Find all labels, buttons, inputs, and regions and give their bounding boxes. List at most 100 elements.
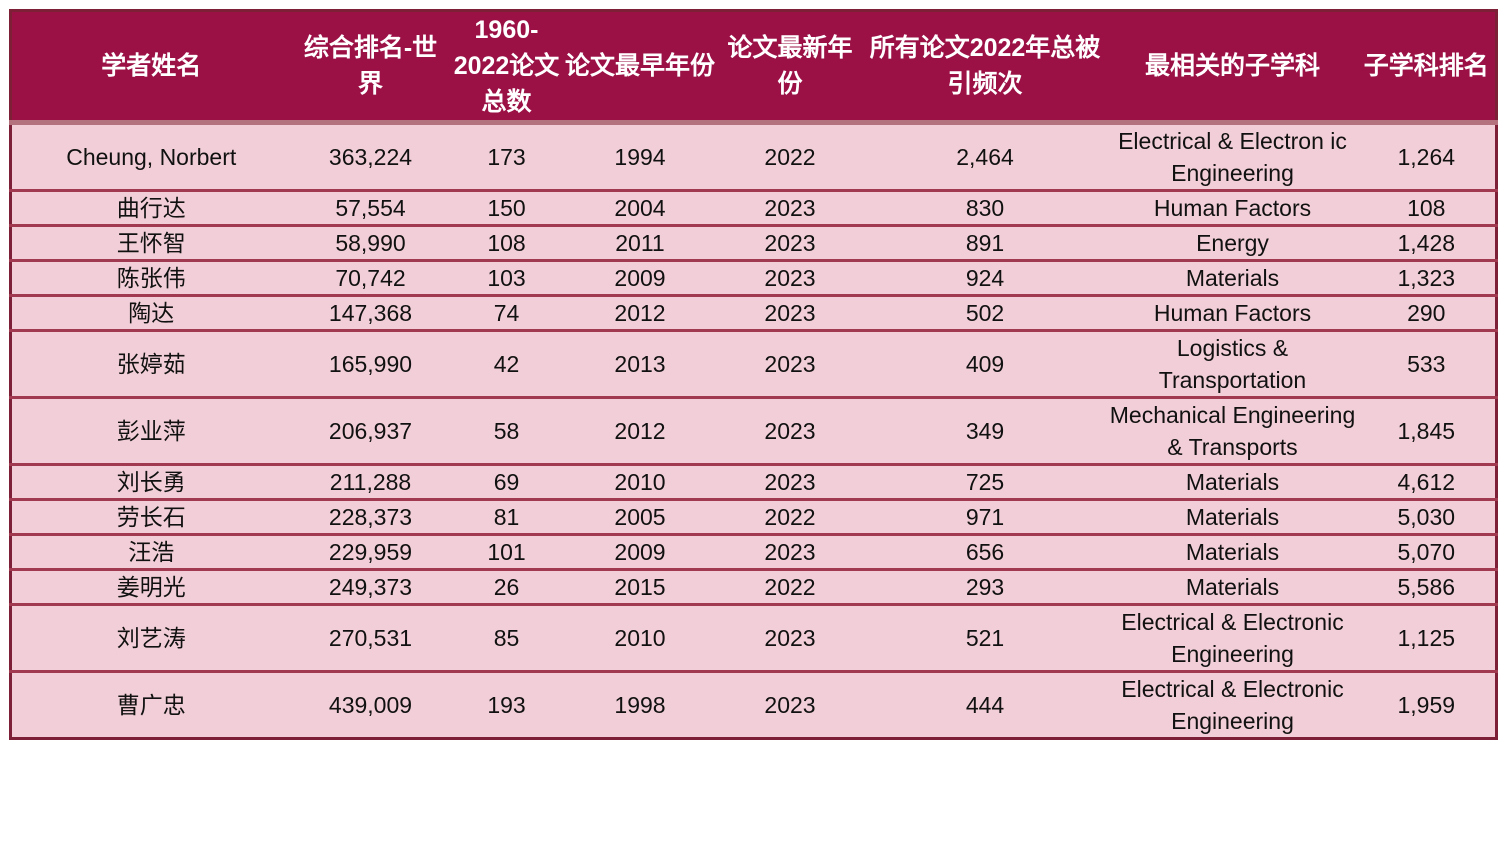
cell-world-rank: 229,959	[290, 534, 451, 570]
cell-citations-2022: 521	[862, 604, 1108, 672]
cell-subdiscipline: Materials	[1107, 569, 1358, 605]
cell-earliest-year: 2004	[562, 190, 718, 226]
cell-earliest-year: 1994	[562, 122, 718, 191]
cell-paper-count: 42	[450, 330, 563, 398]
cell-paper-count: 101	[450, 534, 563, 570]
cell-scholar-name: 陶达	[10, 295, 291, 331]
cell-subdiscipline: Mechanical Engineering & Transports	[1107, 397, 1358, 465]
cell-subdiscipline-rank: 1,959	[1357, 671, 1497, 739]
cell-paper-count: 69	[450, 464, 563, 500]
cell-earliest-year: 2012	[562, 397, 718, 465]
cell-latest-year: 2022	[717, 122, 863, 191]
cell-latest-year: 2023	[717, 464, 863, 500]
cell-citations-2022: 2,464	[862, 122, 1108, 191]
cell-scholar-name: 刘艺涛	[10, 604, 291, 672]
column-header-paper-count: 1960-2022论文总数	[450, 10, 563, 123]
column-header-subdiscipline: 最相关的子学科	[1107, 10, 1358, 123]
cell-earliest-year: 1998	[562, 671, 718, 739]
table-row: 王怀智 58,990 108 2011 2023 891 Energy 1,428	[10, 225, 1497, 261]
cell-latest-year: 2023	[717, 330, 863, 398]
cell-world-rank: 211,288	[290, 464, 451, 500]
cell-subdiscipline-rank: 108	[1357, 190, 1497, 226]
cell-scholar-name: 陈张伟	[10, 260, 291, 296]
cell-paper-count: 58	[450, 397, 563, 465]
cell-paper-count: 74	[450, 295, 563, 331]
cell-scholar-name: Cheung, Norbert	[10, 122, 291, 191]
table-row: 刘艺涛 270,531 85 2010 2023 521 Electrical & Elec…	[10, 604, 1497, 672]
cell-subdiscipline: Logistics & Transportation	[1107, 330, 1358, 398]
cell-paper-count: 85	[450, 604, 563, 672]
cell-subdiscipline: Electrical & Electronic Engineering	[1107, 604, 1358, 672]
cell-world-rank: 439,009	[290, 671, 451, 739]
table-row: 劳长石 228,373 81 2005 2022 971 Materials 5,030	[10, 499, 1497, 535]
cell-subdiscipline-rank: 5,586	[1357, 569, 1497, 605]
cell-subdiscipline: Materials	[1107, 534, 1358, 570]
cell-world-rank: 363,224	[290, 122, 451, 191]
cell-subdiscipline: Human Factors	[1107, 295, 1358, 331]
header-row: 学者姓名 综合排名-世界 1960-2022论文总数 论文最早年份 论文最新年份…	[10, 10, 1497, 123]
column-header-subdiscipline-rank: 子学科排名	[1357, 10, 1497, 123]
cell-world-rank: 270,531	[290, 604, 451, 672]
cell-scholar-name: 王怀智	[10, 225, 291, 261]
cell-subdiscipline: Electrical & Electron ic Engineering	[1107, 122, 1358, 191]
cell-scholar-name: 姜明光	[10, 569, 291, 605]
cell-citations-2022: 409	[862, 330, 1108, 398]
cell-earliest-year: 2011	[562, 225, 718, 261]
cell-latest-year: 2022	[717, 499, 863, 535]
column-header-earliest-year: 论文最早年份	[562, 10, 718, 123]
cell-earliest-year: 2005	[562, 499, 718, 535]
table-body: Cheung, Norbert 363,224 173 1994 2022 2,464 El…	[10, 122, 1497, 739]
cell-world-rank: 249,373	[290, 569, 451, 605]
cell-paper-count: 26	[450, 569, 563, 605]
column-header-citations-2022: 所有论文2022年总被引频次	[862, 10, 1108, 123]
cell-scholar-name: 曹广忠	[10, 671, 291, 739]
cell-scholar-name: 汪浩	[10, 534, 291, 570]
cell-subdiscipline: Electrical & Electronic Engineering	[1107, 671, 1358, 739]
table-row: 陶达 147,368 74 2012 2023 502 Human Factors 290	[10, 295, 1497, 331]
cell-latest-year: 2023	[717, 397, 863, 465]
cell-world-rank: 206,937	[290, 397, 451, 465]
table-row: 陈张伟 70,742 103 2009 2023 924 Materials 1,323	[10, 260, 1497, 296]
cell-subdiscipline-rank: 290	[1357, 295, 1497, 331]
cell-scholar-name: 彭业萍	[10, 397, 291, 465]
cell-latest-year: 2023	[717, 534, 863, 570]
cell-world-rank: 228,373	[290, 499, 451, 535]
cell-paper-count: 81	[450, 499, 563, 535]
cell-scholar-name: 劳长石	[10, 499, 291, 535]
table-row: 刘长勇 211,288 69 2010 2023 725 Materials 4,612	[10, 464, 1497, 500]
cell-subdiscipline-rank: 1,845	[1357, 397, 1497, 465]
table-header: 学者姓名 综合排名-世界 1960-2022论文总数 论文最早年份 论文最新年份…	[10, 10, 1497, 123]
cell-earliest-year: 2010	[562, 464, 718, 500]
table-row: 汪浩 229,959 101 2009 2023 656 Materials 5,070	[10, 534, 1497, 570]
cell-subdiscipline-rank: 4,612	[1357, 464, 1497, 500]
scholar-ranking-table: 学者姓名 综合排名-世界 1960-2022论文总数 论文最早年份 论文最新年份…	[9, 9, 1498, 740]
cell-citations-2022: 444	[862, 671, 1108, 739]
cell-earliest-year: 2015	[562, 569, 718, 605]
cell-latest-year: 2023	[717, 671, 863, 739]
column-header-world-rank: 综合排名-世界	[290, 10, 451, 123]
cell-latest-year: 2023	[717, 260, 863, 296]
cell-latest-year: 2023	[717, 295, 863, 331]
cell-citations-2022: 971	[862, 499, 1108, 535]
cell-subdiscipline-rank: 5,070	[1357, 534, 1497, 570]
table-row: Cheung, Norbert 363,224 173 1994 2022 2,464 El…	[10, 122, 1497, 191]
column-header-latest-year: 论文最新年份	[717, 10, 863, 123]
cell-subdiscipline: Materials	[1107, 499, 1358, 535]
cell-earliest-year: 2009	[562, 260, 718, 296]
cell-subdiscipline-rank: 1,428	[1357, 225, 1497, 261]
table-row: 曲行达 57,554 150 2004 2023 830 Human Factors 108	[10, 190, 1497, 226]
cell-citations-2022: 502	[862, 295, 1108, 331]
cell-scholar-name: 曲行达	[10, 190, 291, 226]
table-row: 曹广忠 439,009 193 1998 2023 444 Electrical & Ele…	[10, 671, 1497, 739]
cell-subdiscipline-rank: 1,264	[1357, 122, 1497, 191]
cell-subdiscipline: Materials	[1107, 260, 1358, 296]
cell-world-rank: 165,990	[290, 330, 451, 398]
cell-subdiscipline-rank: 5,030	[1357, 499, 1497, 535]
cell-latest-year: 2022	[717, 569, 863, 605]
table-row: 张婷茹 165,990 42 2013 2023 409 Logistics & Trans…	[10, 330, 1497, 398]
cell-subdiscipline-rank: 533	[1357, 330, 1497, 398]
cell-latest-year: 2023	[717, 225, 863, 261]
cell-latest-year: 2023	[717, 604, 863, 672]
cell-citations-2022: 924	[862, 260, 1108, 296]
